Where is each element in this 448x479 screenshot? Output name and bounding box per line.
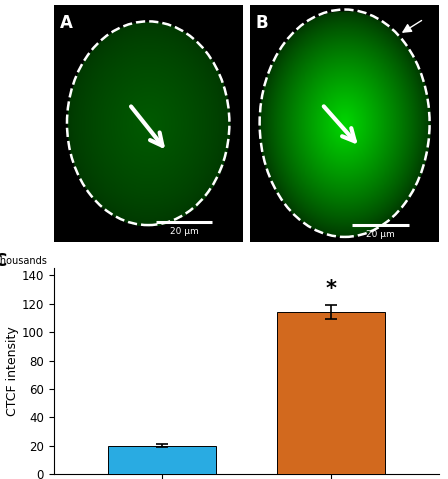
Text: A: A <box>60 14 72 32</box>
Bar <box>277 312 385 474</box>
Y-axis label: CTCF intensity: CTCF intensity <box>6 326 19 416</box>
Text: 20 μm: 20 μm <box>366 230 395 240</box>
Text: Thousands: Thousands <box>0 256 47 266</box>
Text: *: * <box>326 279 336 299</box>
Bar <box>108 446 215 474</box>
Text: 20 μm: 20 μm <box>170 228 198 237</box>
Text: B: B <box>256 14 268 32</box>
Text: C: C <box>0 252 6 270</box>
